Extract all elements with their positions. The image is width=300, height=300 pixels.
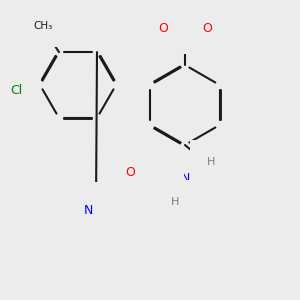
Text: H: H	[207, 157, 215, 167]
Text: CH₃: CH₃	[33, 21, 52, 31]
Text: O: O	[135, 154, 145, 166]
Text: H: H	[171, 197, 179, 207]
Text: O: O	[125, 166, 135, 178]
Text: O: O	[202, 22, 212, 35]
Text: H: H	[94, 199, 102, 209]
Text: N: N	[83, 203, 93, 217]
Text: O: O	[158, 22, 168, 35]
Text: N: N	[180, 172, 190, 184]
Text: N: N	[156, 185, 166, 199]
Text: Cl: Cl	[10, 83, 22, 97]
